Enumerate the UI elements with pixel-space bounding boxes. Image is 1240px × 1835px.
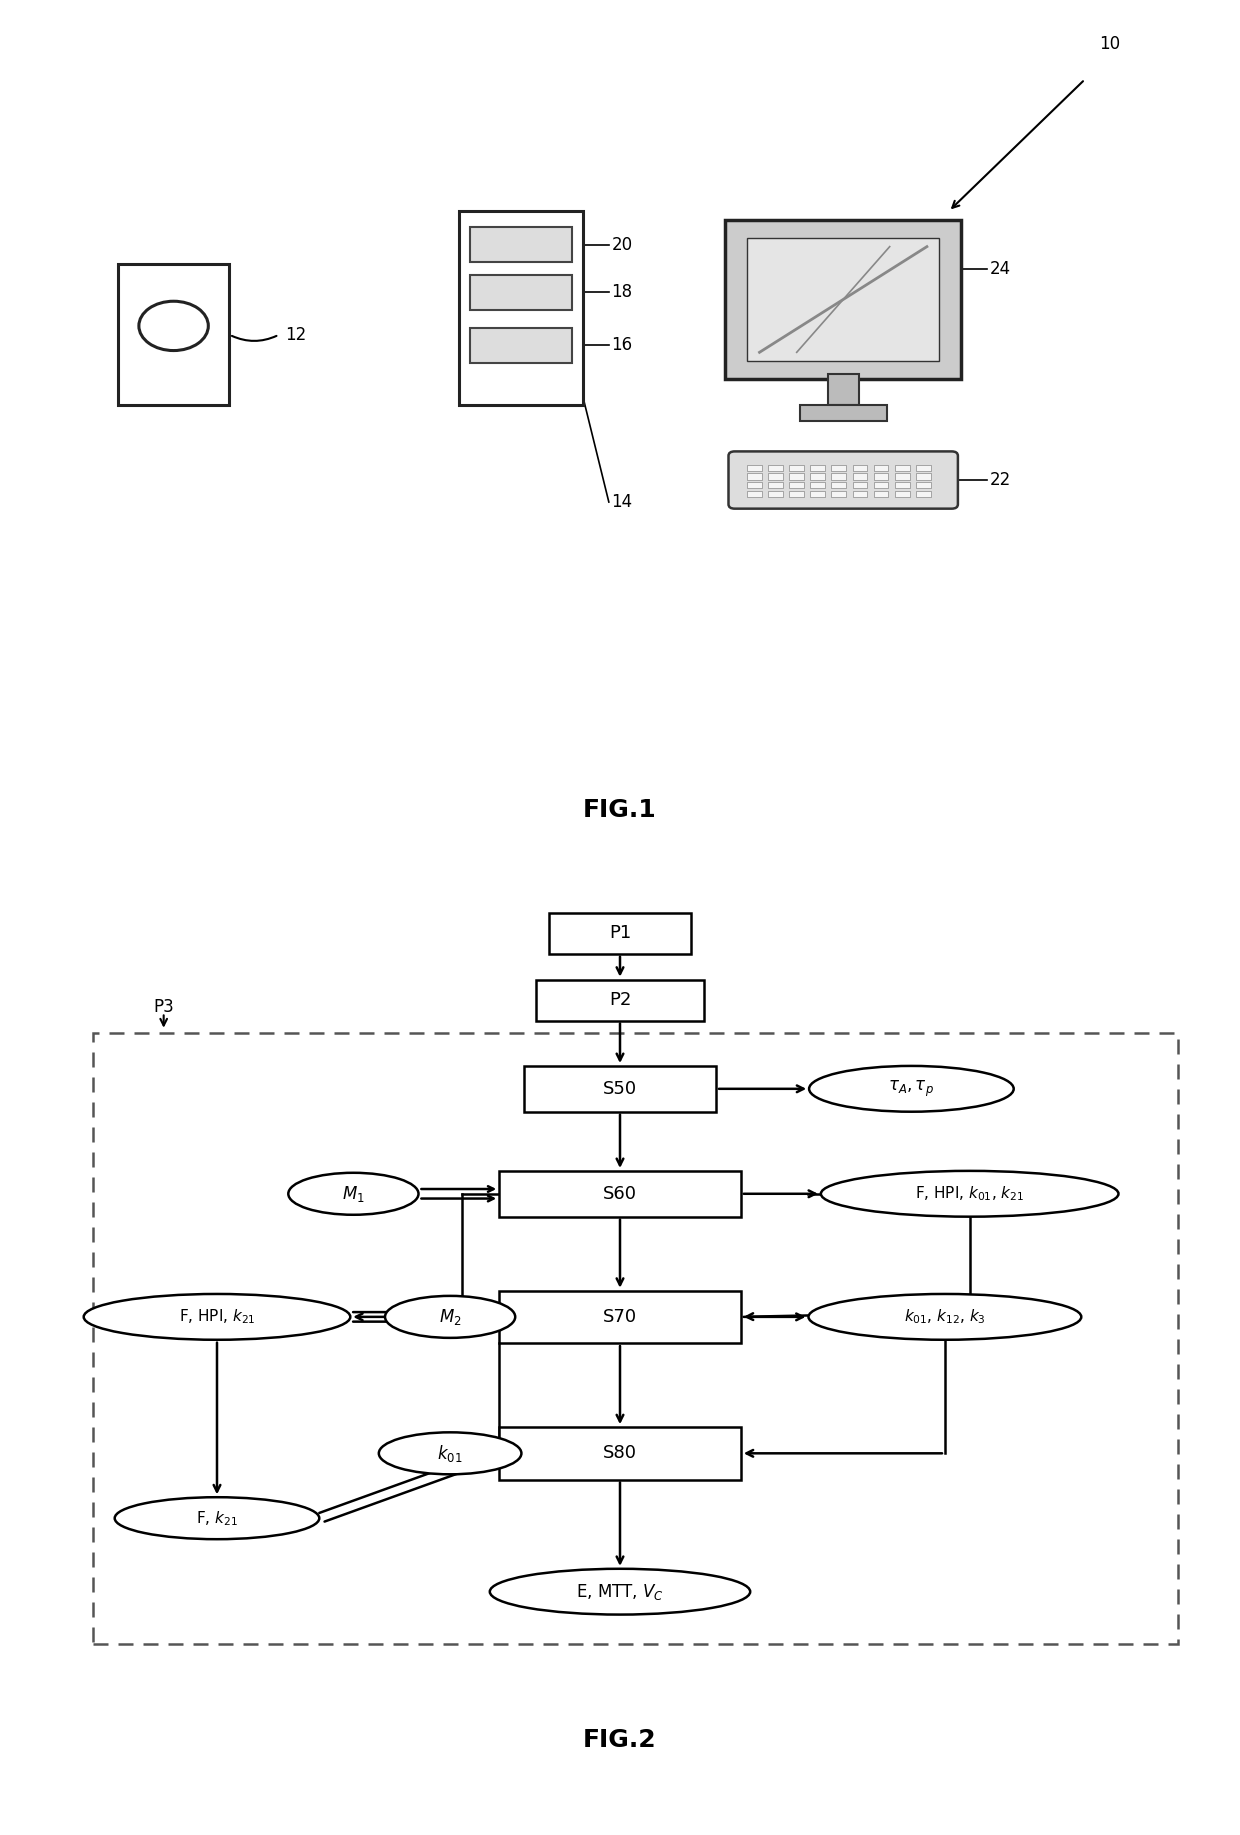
FancyBboxPatch shape bbox=[895, 464, 910, 472]
Text: 18: 18 bbox=[611, 283, 632, 301]
FancyBboxPatch shape bbox=[828, 374, 859, 406]
Text: 14: 14 bbox=[611, 494, 632, 512]
FancyBboxPatch shape bbox=[498, 1290, 740, 1343]
Text: $M_1$: $M_1$ bbox=[342, 1184, 365, 1204]
FancyBboxPatch shape bbox=[746, 473, 761, 479]
FancyBboxPatch shape bbox=[853, 492, 868, 497]
FancyBboxPatch shape bbox=[832, 473, 847, 479]
Text: FIG.1: FIG.1 bbox=[583, 798, 657, 822]
Text: 22: 22 bbox=[990, 472, 1011, 490]
Text: S70: S70 bbox=[603, 1308, 637, 1327]
FancyBboxPatch shape bbox=[873, 464, 888, 472]
FancyBboxPatch shape bbox=[470, 275, 572, 310]
Text: P2: P2 bbox=[609, 991, 631, 1009]
FancyBboxPatch shape bbox=[800, 406, 887, 420]
FancyBboxPatch shape bbox=[811, 473, 826, 479]
FancyBboxPatch shape bbox=[915, 483, 930, 488]
Text: S60: S60 bbox=[603, 1185, 637, 1202]
FancyBboxPatch shape bbox=[746, 483, 761, 488]
Text: $M_2$: $M_2$ bbox=[439, 1307, 461, 1327]
Text: P3: P3 bbox=[154, 998, 174, 1017]
FancyBboxPatch shape bbox=[769, 473, 784, 479]
FancyBboxPatch shape bbox=[790, 492, 805, 497]
FancyBboxPatch shape bbox=[853, 483, 868, 488]
FancyBboxPatch shape bbox=[729, 451, 957, 508]
Text: $k_{01}$: $k_{01}$ bbox=[438, 1442, 463, 1464]
FancyBboxPatch shape bbox=[915, 464, 930, 472]
FancyBboxPatch shape bbox=[895, 492, 910, 497]
Text: FIG.2: FIG.2 bbox=[583, 1727, 657, 1752]
FancyBboxPatch shape bbox=[459, 211, 583, 406]
FancyBboxPatch shape bbox=[790, 483, 805, 488]
FancyBboxPatch shape bbox=[118, 264, 229, 406]
FancyBboxPatch shape bbox=[873, 473, 888, 479]
FancyBboxPatch shape bbox=[790, 473, 805, 479]
Ellipse shape bbox=[114, 1497, 320, 1540]
Text: 20: 20 bbox=[611, 237, 632, 253]
FancyBboxPatch shape bbox=[915, 473, 930, 479]
FancyBboxPatch shape bbox=[811, 483, 826, 488]
Ellipse shape bbox=[808, 1294, 1081, 1340]
FancyBboxPatch shape bbox=[498, 1428, 740, 1479]
FancyBboxPatch shape bbox=[873, 492, 888, 497]
FancyBboxPatch shape bbox=[811, 492, 826, 497]
FancyBboxPatch shape bbox=[769, 483, 784, 488]
Text: 10: 10 bbox=[1099, 35, 1121, 53]
Ellipse shape bbox=[384, 1296, 516, 1338]
Bar bbox=[93, 1033, 1178, 1644]
FancyBboxPatch shape bbox=[536, 980, 704, 1020]
FancyBboxPatch shape bbox=[746, 239, 940, 361]
FancyBboxPatch shape bbox=[832, 464, 847, 472]
FancyBboxPatch shape bbox=[853, 464, 868, 472]
Text: P1: P1 bbox=[609, 925, 631, 943]
FancyBboxPatch shape bbox=[853, 473, 868, 479]
Text: 24: 24 bbox=[990, 259, 1011, 277]
FancyBboxPatch shape bbox=[811, 464, 826, 472]
Text: F, HPI, $k_{01}$, $k_{21}$: F, HPI, $k_{01}$, $k_{21}$ bbox=[915, 1184, 1024, 1204]
Text: F, HPI, $k_{21}$: F, HPI, $k_{21}$ bbox=[179, 1308, 255, 1327]
Text: 12: 12 bbox=[285, 325, 306, 343]
Ellipse shape bbox=[821, 1171, 1118, 1217]
FancyBboxPatch shape bbox=[725, 220, 961, 378]
Text: S80: S80 bbox=[603, 1444, 637, 1462]
FancyBboxPatch shape bbox=[832, 492, 847, 497]
FancyBboxPatch shape bbox=[746, 492, 761, 497]
FancyBboxPatch shape bbox=[769, 464, 784, 472]
FancyBboxPatch shape bbox=[746, 464, 761, 472]
Text: F, $k_{21}$: F, $k_{21}$ bbox=[196, 1508, 238, 1527]
Ellipse shape bbox=[379, 1433, 521, 1474]
FancyBboxPatch shape bbox=[895, 473, 910, 479]
FancyBboxPatch shape bbox=[470, 328, 572, 363]
Text: E, MTT, $V_C$: E, MTT, $V_C$ bbox=[577, 1582, 663, 1602]
FancyBboxPatch shape bbox=[523, 1066, 717, 1112]
Text: $k_{01}$, $k_{12}$, $k_3$: $k_{01}$, $k_{12}$, $k_3$ bbox=[904, 1308, 986, 1327]
Text: $\tau_A, \tau_p$: $\tau_A, \tau_p$ bbox=[889, 1079, 934, 1099]
Circle shape bbox=[139, 301, 208, 350]
FancyBboxPatch shape bbox=[915, 492, 930, 497]
FancyBboxPatch shape bbox=[873, 483, 888, 488]
FancyBboxPatch shape bbox=[498, 1171, 740, 1217]
FancyBboxPatch shape bbox=[769, 492, 784, 497]
Ellipse shape bbox=[490, 1569, 750, 1615]
FancyBboxPatch shape bbox=[470, 228, 572, 262]
Text: 16: 16 bbox=[611, 336, 632, 354]
Ellipse shape bbox=[288, 1173, 419, 1215]
Ellipse shape bbox=[808, 1066, 1014, 1112]
Text: S50: S50 bbox=[603, 1079, 637, 1097]
FancyBboxPatch shape bbox=[790, 464, 805, 472]
FancyBboxPatch shape bbox=[549, 912, 692, 954]
FancyBboxPatch shape bbox=[895, 483, 910, 488]
FancyBboxPatch shape bbox=[832, 483, 847, 488]
Ellipse shape bbox=[83, 1294, 351, 1340]
